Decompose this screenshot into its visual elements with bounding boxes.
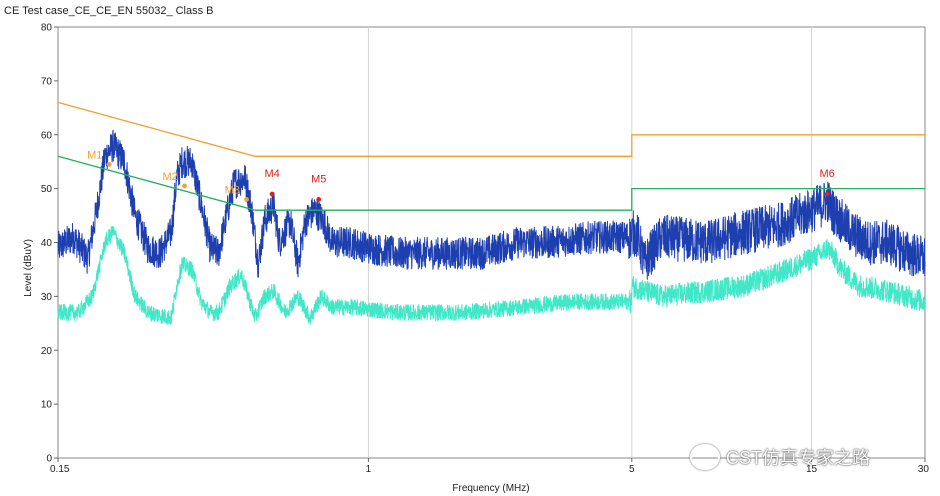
wechat-icon <box>690 444 720 470</box>
marker-m4-point <box>269 191 275 197</box>
x-tick-label: 1 <box>366 464 372 475</box>
chart-limit-lines <box>57 101 925 211</box>
x-axis-label: Frequency (MHz) <box>452 483 529 494</box>
x-tick-label: 5 <box>629 464 635 475</box>
watermark: CST仿真专家之路 <box>690 444 870 470</box>
marker-m1-label: M1 <box>87 149 102 161</box>
chart-title: CE Test case_CE_CE_EN 55032_ Class B <box>4 5 214 17</box>
y-tick-label: 70 <box>41 76 53 87</box>
x-tick-label: 0.15 <box>50 464 70 475</box>
x-tick-label: 15 <box>806 464 818 475</box>
marker-m4-label: M4 <box>264 168 279 180</box>
marker-m5-point <box>316 197 322 202</box>
marker-m2-point <box>182 183 187 189</box>
avg_limit-line <box>57 155 925 211</box>
marker-m3-point <box>244 197 250 202</box>
y-tick-label: 40 <box>41 238 53 249</box>
y-tick-label: 10 <box>41 400 53 411</box>
qp_limit-line <box>57 101 925 157</box>
marker-m6-label: M6 <box>820 168 835 180</box>
y-tick-label: 20 <box>41 346 53 357</box>
marker-m1-point <box>106 161 112 167</box>
watermark-text: CST仿真专家之路 <box>726 448 870 468</box>
y-tick-label: 0 <box>46 454 52 465</box>
x-tick-label: 30 <box>918 464 930 475</box>
chart-markers: M1 M2 M3 M4 M5 M6 <box>87 149 835 202</box>
y-axis-label: Level (dBuV) <box>23 239 34 297</box>
marker-m5-label: M5 <box>311 173 326 185</box>
y-tick-label: 80 <box>41 23 53 34</box>
marker-m3-label: M3 <box>225 184 240 196</box>
marker-m2-label: M2 <box>163 171 178 183</box>
peak_trace-line <box>57 129 926 280</box>
y-tick-label: 50 <box>41 184 53 195</box>
marker-m6-point <box>824 191 830 197</box>
avg_trace-line <box>57 225 926 325</box>
chart-traces <box>57 129 926 325</box>
y-tick-label: 60 <box>41 130 53 141</box>
y-tick-label: 30 <box>41 292 53 303</box>
